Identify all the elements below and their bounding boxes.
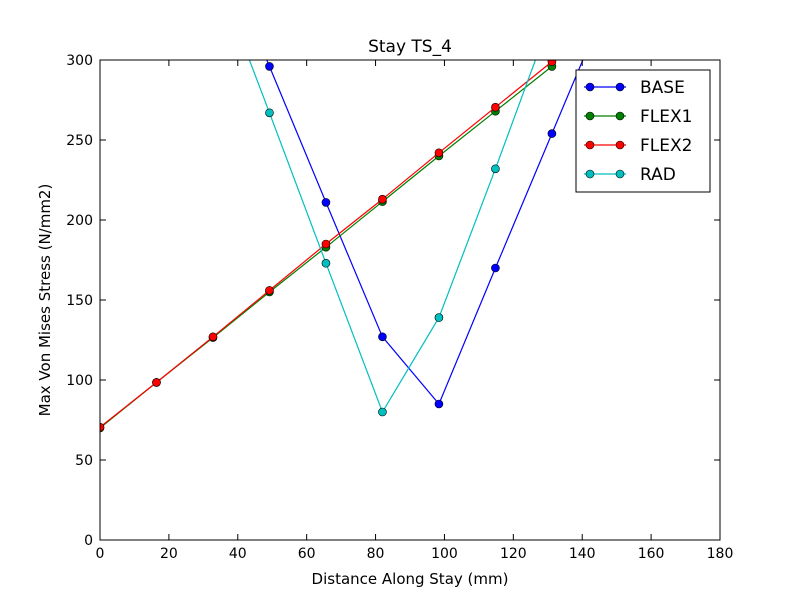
data-point — [434, 148, 444, 158]
legend-marker — [615, 140, 625, 150]
legend-box — [575, 69, 711, 193]
y-tick-label: 300 — [66, 53, 93, 69]
legend-marker — [615, 111, 625, 121]
x-tick-label: 0 — [96, 546, 105, 562]
x-tick-label: 120 — [500, 546, 527, 562]
y-tick-label: 0 — [84, 533, 93, 549]
data-point — [434, 313, 444, 322]
legend-marker — [585, 140, 595, 150]
legend-marker — [615, 82, 625, 92]
data-point — [265, 108, 274, 118]
y-tick-label: 250 — [66, 133, 93, 149]
y-tick-label: 200 — [66, 213, 93, 229]
series-line — [266, 60, 584, 406]
legend-marker — [585, 111, 595, 121]
legend-marker — [615, 169, 625, 179]
y-tick-label: 50 — [75, 453, 93, 469]
data-point — [547, 129, 557, 138]
data-point — [321, 198, 331, 207]
chart-title: Stay TS_4 — [368, 37, 452, 57]
legend: BASE FLEX1 FLEX2 RAD — [575, 69, 711, 193]
data-point — [208, 332, 218, 342]
data-point — [547, 60, 557, 66]
data-point — [491, 263, 500, 273]
data-point — [378, 332, 387, 342]
x-tick-label: 160 — [638, 546, 665, 562]
data-point — [152, 378, 161, 387]
x-tick-label: 60 — [298, 546, 316, 562]
legend-marker — [585, 169, 595, 179]
x-tick-label: 100 — [431, 546, 458, 562]
y-axis-label: Max Von Mises Stress (N/mm2) — [36, 184, 54, 417]
series-line — [248, 60, 537, 414]
data-point — [378, 407, 387, 417]
x-axis-label: Distance Along Stay (mm) — [312, 570, 509, 588]
plot-area — [100, 60, 584, 433]
legend-label: FLEX1 — [640, 107, 692, 127]
data-point — [321, 258, 331, 268]
data-point — [321, 239, 331, 249]
legend-label: BASE — [640, 78, 685, 98]
x-tick-label: 20 — [160, 546, 178, 562]
data-point — [434, 399, 444, 409]
data-point — [378, 194, 387, 204]
y-tick-label: 100 — [66, 373, 93, 389]
data-point — [265, 62, 274, 71]
legend-label: FLEX2 — [640, 136, 692, 156]
x-tick-label: 40 — [229, 546, 247, 562]
y-tick-label: 150 — [66, 293, 93, 309]
x-tick-label: 180 — [707, 546, 734, 562]
x-tick-label: 80 — [367, 546, 385, 562]
data-point — [265, 286, 274, 295]
legend-label: RAD — [640, 165, 676, 185]
legend-marker — [585, 82, 595, 92]
data-point — [100, 422, 105, 432]
data-point — [491, 164, 500, 174]
data-point — [491, 102, 500, 112]
x-tick-label: 140 — [569, 546, 596, 562]
